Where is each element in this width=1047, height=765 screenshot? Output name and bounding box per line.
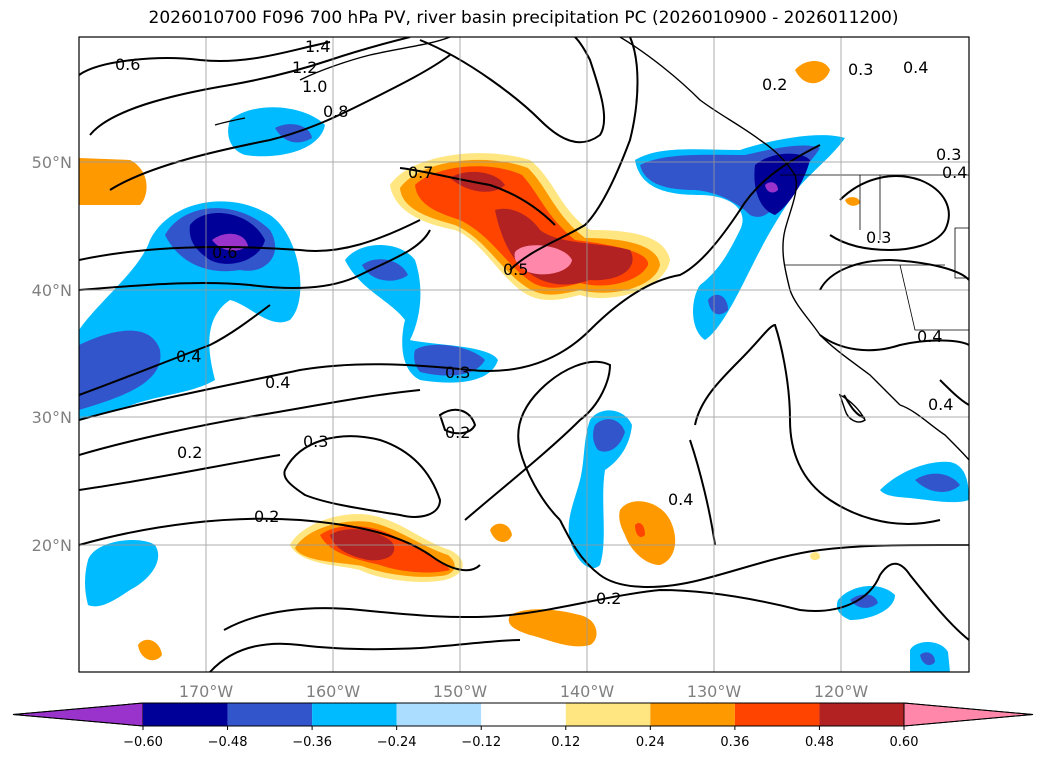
latitude-labels: 50°N 40°N 30°N 20°N — [32, 153, 72, 555]
colorbar-segment — [396, 703, 482, 726]
contour-label: 0.2 — [762, 75, 787, 94]
contour-label: 0.2 — [445, 423, 470, 442]
colorbar-segment — [143, 703, 228, 726]
lon-label-140w: 140°W — [560, 682, 615, 701]
map-frame — [78, 36, 970, 673]
contour-label: 0.8 — [323, 102, 348, 121]
colorbar-tick-label: −0.48 — [208, 735, 248, 750]
contour-label: 0.4 — [265, 373, 290, 392]
contour-label: 0.4 — [903, 58, 928, 77]
colorbar-tick-label: 0.12 — [551, 735, 580, 750]
colorbar-tick-label: 0.60 — [890, 735, 919, 750]
longitude-labels: 170°W 160°W 150°W 140°W 130°W 120°W — [179, 682, 869, 701]
colorbar-segment — [734, 703, 820, 726]
lon-label-160w: 160°W — [306, 682, 361, 701]
contour-label: 0.5 — [503, 260, 528, 279]
contour-label: 0.3 — [936, 145, 961, 164]
pv-contour-labels: 0.6 1.4 1.2 1.0 0.8 0.7 0.6 0.5 0.4 0.4 … — [115, 37, 967, 608]
contour-label: 0.3 — [866, 228, 891, 247]
contour-label: 0.3 — [848, 60, 873, 79]
contour-label: 0.3 — [445, 363, 470, 382]
pv-contours — [79, 37, 969, 672]
colorbar-tick-label: −0.36 — [292, 735, 332, 750]
contour-label: 0.6 — [212, 243, 237, 262]
contour-label: 0.4 — [917, 327, 942, 346]
colorbar-tick-label: 0.36 — [720, 735, 749, 750]
colorbar-segment — [819, 703, 904, 726]
colorbar-extend-low — [12, 702, 144, 727]
colorbar-segment — [481, 703, 566, 726]
lat-label-40n: 40°N — [32, 281, 72, 300]
contour-label: 0.7 — [408, 163, 433, 182]
contour-label: 0.4 — [176, 347, 201, 366]
colorbar-segment — [650, 703, 735, 726]
colorbar-tick-label: 0.48 — [805, 735, 834, 750]
figure-title: 2026010700 F096 700 hPa PV, river basin … — [148, 8, 899, 28]
contour-label: 0.2 — [596, 589, 621, 608]
colorbar-tick-label: −0.12 — [461, 735, 501, 750]
gridlines — [79, 37, 969, 672]
contour-label: 1.2 — [292, 58, 317, 77]
contour-label: 0.4 — [942, 163, 967, 182]
colorbar-tick-label: 0.24 — [636, 735, 665, 750]
map-area: 0.6 1.4 1.2 1.0 0.8 0.7 0.6 0.5 0.4 0.4 … — [79, 37, 969, 672]
borders — [780, 174, 969, 331]
precip-shading — [79, 61, 969, 672]
lat-label-20n: 20°N — [32, 536, 72, 555]
lon-label-120w: 120°W — [814, 682, 869, 701]
coastline — [214, 37, 969, 461]
contour-label: 1.4 — [305, 37, 330, 56]
colorbar-tick-label: −0.60 — [123, 735, 163, 750]
colorbar-extend-high — [903, 702, 1034, 727]
lat-label-30n: 30°N — [32, 408, 72, 427]
colorbar-segment — [565, 703, 651, 726]
contour-label: 0.6 — [115, 55, 140, 74]
contour-label: 0.2 — [254, 507, 279, 526]
lon-label-150w: 150°W — [433, 682, 488, 701]
colorbar-tick-label: −0.24 — [377, 735, 417, 750]
colorbar-segment — [227, 703, 313, 726]
contour-label: 0.4 — [928, 395, 953, 414]
lon-label-170w: 170°W — [179, 682, 234, 701]
lon-label-130w: 130°W — [687, 682, 742, 701]
contour-label: 1.0 — [302, 77, 327, 96]
colorbar: −0.60 −0.48 −0.36 −0.24 −0.12 0.12 0.24 0.36 0.4… — [12, 702, 1034, 750]
contour-label: 0.4 — [668, 490, 693, 509]
lat-label-50n: 50°N — [32, 153, 72, 172]
colorbar-segment — [312, 703, 397, 726]
contour-label: 0.3 — [303, 432, 328, 451]
contour-label: 0.2 — [177, 443, 202, 462]
